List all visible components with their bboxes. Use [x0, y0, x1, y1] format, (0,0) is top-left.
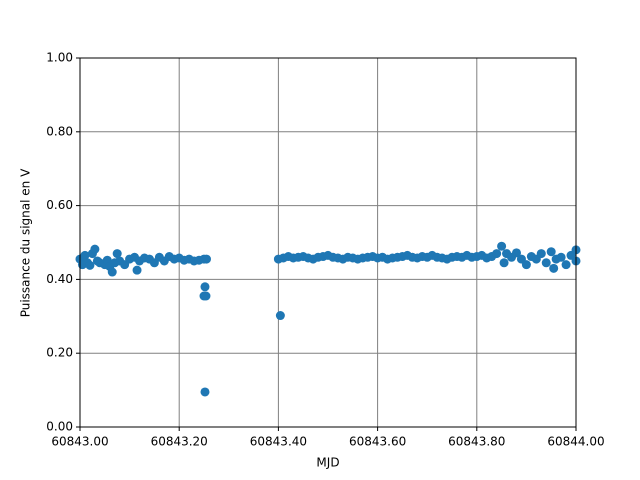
point [549, 263, 559, 273]
x-tick-label: 60843.00 [51, 435, 108, 449]
point [561, 260, 571, 270]
y-tick-label: 0.80 [46, 124, 73, 138]
point [200, 282, 210, 292]
x-tick-label: 60844.00 [547, 435, 604, 449]
y-tick-label: 0.00 [46, 420, 73, 434]
x-tick-label: 60843.40 [250, 435, 307, 449]
point [132, 265, 142, 275]
point [80, 250, 90, 260]
point [90, 244, 100, 254]
y-tick-label: 0.40 [46, 272, 73, 286]
y-tick-label: 1.00 [46, 51, 73, 65]
x-tick-label: 60843.60 [349, 435, 406, 449]
x-axis-label: MJD [316, 456, 339, 470]
point [107, 267, 117, 277]
point [201, 254, 211, 264]
point [541, 258, 551, 268]
point [200, 387, 210, 397]
y-tick-label: 0.20 [46, 346, 73, 360]
point [492, 249, 502, 259]
point [499, 258, 509, 268]
point [521, 260, 531, 270]
y-axis-label: Puissance du signal en V [19, 168, 33, 317]
x-tick-label: 60843.80 [448, 435, 505, 449]
point [85, 260, 95, 270]
point [112, 249, 122, 259]
x-tick-label: 60843.20 [151, 435, 208, 449]
point [497, 241, 507, 251]
point [536, 249, 546, 259]
point [556, 252, 566, 262]
point [201, 291, 211, 301]
point [511, 248, 521, 258]
plot-frame [79, 57, 577, 428]
y-tick-label: 0.60 [46, 198, 73, 212]
point [275, 311, 285, 321]
point [546, 247, 556, 257]
